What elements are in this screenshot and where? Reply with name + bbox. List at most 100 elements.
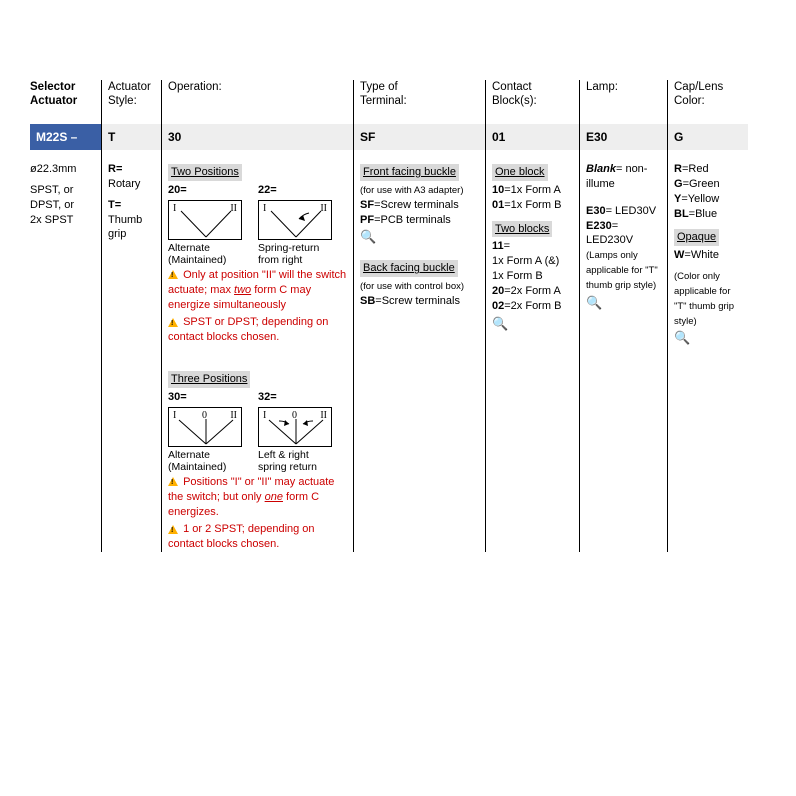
warning-3a: Positions "I" or "II" may actuate the sw… [168,475,347,520]
cap: Alternate(Maintained) [168,449,248,473]
code: 22= [258,183,338,198]
col5-header: Lamp: [586,80,661,124]
magnifier-icon[interactable]: 🔍 [492,317,508,330]
code: E30 [586,205,606,217]
col4-value: 01 [486,124,579,150]
section-front-buckle: Front facing buckle [360,164,459,181]
h: Actuator [108,81,151,93]
diagram-20-box: I II [168,200,242,240]
label: 1x Form B [492,270,543,282]
h: Selector [30,81,75,93]
code: R= [108,163,122,175]
selector-table: Selector Actuator M22S – ø22.3mm SPST, o… [30,80,766,552]
col-selector-actuator: Selector Actuator M22S – ø22.3mm SPST, o… [30,80,102,552]
diagram-30-box: I 0 II [168,407,242,447]
label: =2x Form B [504,300,561,312]
label: =PCB terminals [374,214,451,226]
label: =1x Form A [504,184,561,196]
code: T= [108,199,121,211]
code: 10 [492,184,504,196]
h: Cap/Lens [674,81,723,93]
col-color: Cap/Lens Color: G R=Red G=Green Y=Yellow… [668,80,748,552]
label: =Screw terminals [374,199,459,211]
col-operation: Operation: 30 Two Positions 20= I II Alt… [162,80,354,552]
diagram-32: 32= I 0 II Left & rightspring return [258,390,338,473]
section-one-block: One block [492,164,548,181]
note: (for use with A3 adapter) [360,185,464,196]
h: Terminal: [360,95,407,107]
col6-body: R=Red G=Green Y=Yellow BL=Blue Opaque W=… [674,150,742,347]
t: 1 or 2 SPST; depending on contact blocks… [168,523,315,550]
col3-header: Type of Terminal: [360,80,479,124]
magnifier-icon[interactable]: 🔍 [360,230,376,243]
col3-body: Front facing buckle (for use with A3 ada… [360,150,479,309]
col6-header: Cap/Lens Color: [674,80,742,124]
code: 02 [492,300,504,312]
magnifier-icon[interactable]: 🔍 [586,296,602,309]
magnifier-icon[interactable]: 🔍 [674,331,690,344]
code: R [674,163,682,175]
code: 30= [168,390,248,405]
code: PF [360,214,374,226]
diagram-30: 30= I 0 II Alternate(Maintained) [168,390,248,473]
t: SPST, or [30,183,95,198]
col1-body: R= Rotary T= Thumb grip [108,150,155,242]
h: Lamp: [586,81,618,93]
cap: Left & rightspring return [258,449,338,473]
col0-header: Selector Actuator [30,80,95,124]
col2-body: Two Positions 20= I II Alternate(Maintai… [168,150,347,552]
label: =White [684,249,719,261]
t: one [265,491,283,503]
code: 32= [258,390,338,405]
diagram-22: 22= I II Spring-returnfrom right [258,183,338,266]
label: =Green [683,178,720,190]
section-back-buckle: Back facing buckle [360,260,458,277]
label: = [504,240,510,252]
warning-icon [168,270,178,279]
col4-body: One block 10=1x Form A 01 = 1x Form B Two … [492,150,573,332]
h: Actuator [30,95,77,107]
col-contact-blocks: Contact Block(s): 01 One block 10=1x For… [486,80,580,552]
label: =Red [682,163,709,175]
diagram-32-box: I 0 II [258,407,332,447]
t: two [234,284,251,296]
h: Contact [492,81,532,93]
col-lamp: Lamp: E30 Blank= non-illume E30= LED30V … [580,80,668,552]
label: Thumb grip [108,214,142,241]
col1-header: Actuator Style: [108,80,155,124]
diagram-22-box: I II [258,200,332,240]
h: Style: [108,95,137,107]
cap: Spring-returnfrom right [258,242,338,266]
warning-3b: 1 or 2 SPST; depending on contact blocks… [168,522,347,552]
warning-icon [168,525,178,534]
col5-body: Blank= non-illume E30= LED30V E230= LED2… [586,150,661,312]
section-two-blocks: Two blocks [492,221,552,238]
warning-icon [168,477,178,486]
col5-value: E30 [580,124,667,150]
label: =2x Form A [504,285,561,297]
label: = LED30V [606,205,656,217]
col-terminal: Type of Terminal: SF Front facing buckle… [354,80,486,552]
section-opaque: Opaque [674,229,719,246]
two-pos-diagrams: 20= I II Alternate(Maintained) 22= I II [168,183,347,266]
note: (for use with control box) [360,281,464,292]
h: Block(s): [492,95,537,107]
code: 20= [168,183,248,198]
label: Rotary [108,178,140,190]
code: SF [360,199,374,211]
note: (Color only applicable for "T" thumb gri… [674,271,734,327]
dim: ø22.3mm [30,162,95,177]
col1-value: T [102,124,161,150]
diagram-20: 20= I II Alternate(Maintained) [168,183,248,266]
code: BL [674,208,689,220]
col3-value: SF [354,124,485,150]
code: 01 [492,199,504,211]
label: =Yellow [681,193,719,205]
code: G [674,178,683,190]
t: DPST, or [30,198,95,213]
cap: Alternate(Maintained) [168,242,248,266]
code: E230 [586,220,612,232]
h: Color: [674,95,705,107]
col0-value: M22S – [30,124,101,150]
warning-icon [168,318,178,327]
